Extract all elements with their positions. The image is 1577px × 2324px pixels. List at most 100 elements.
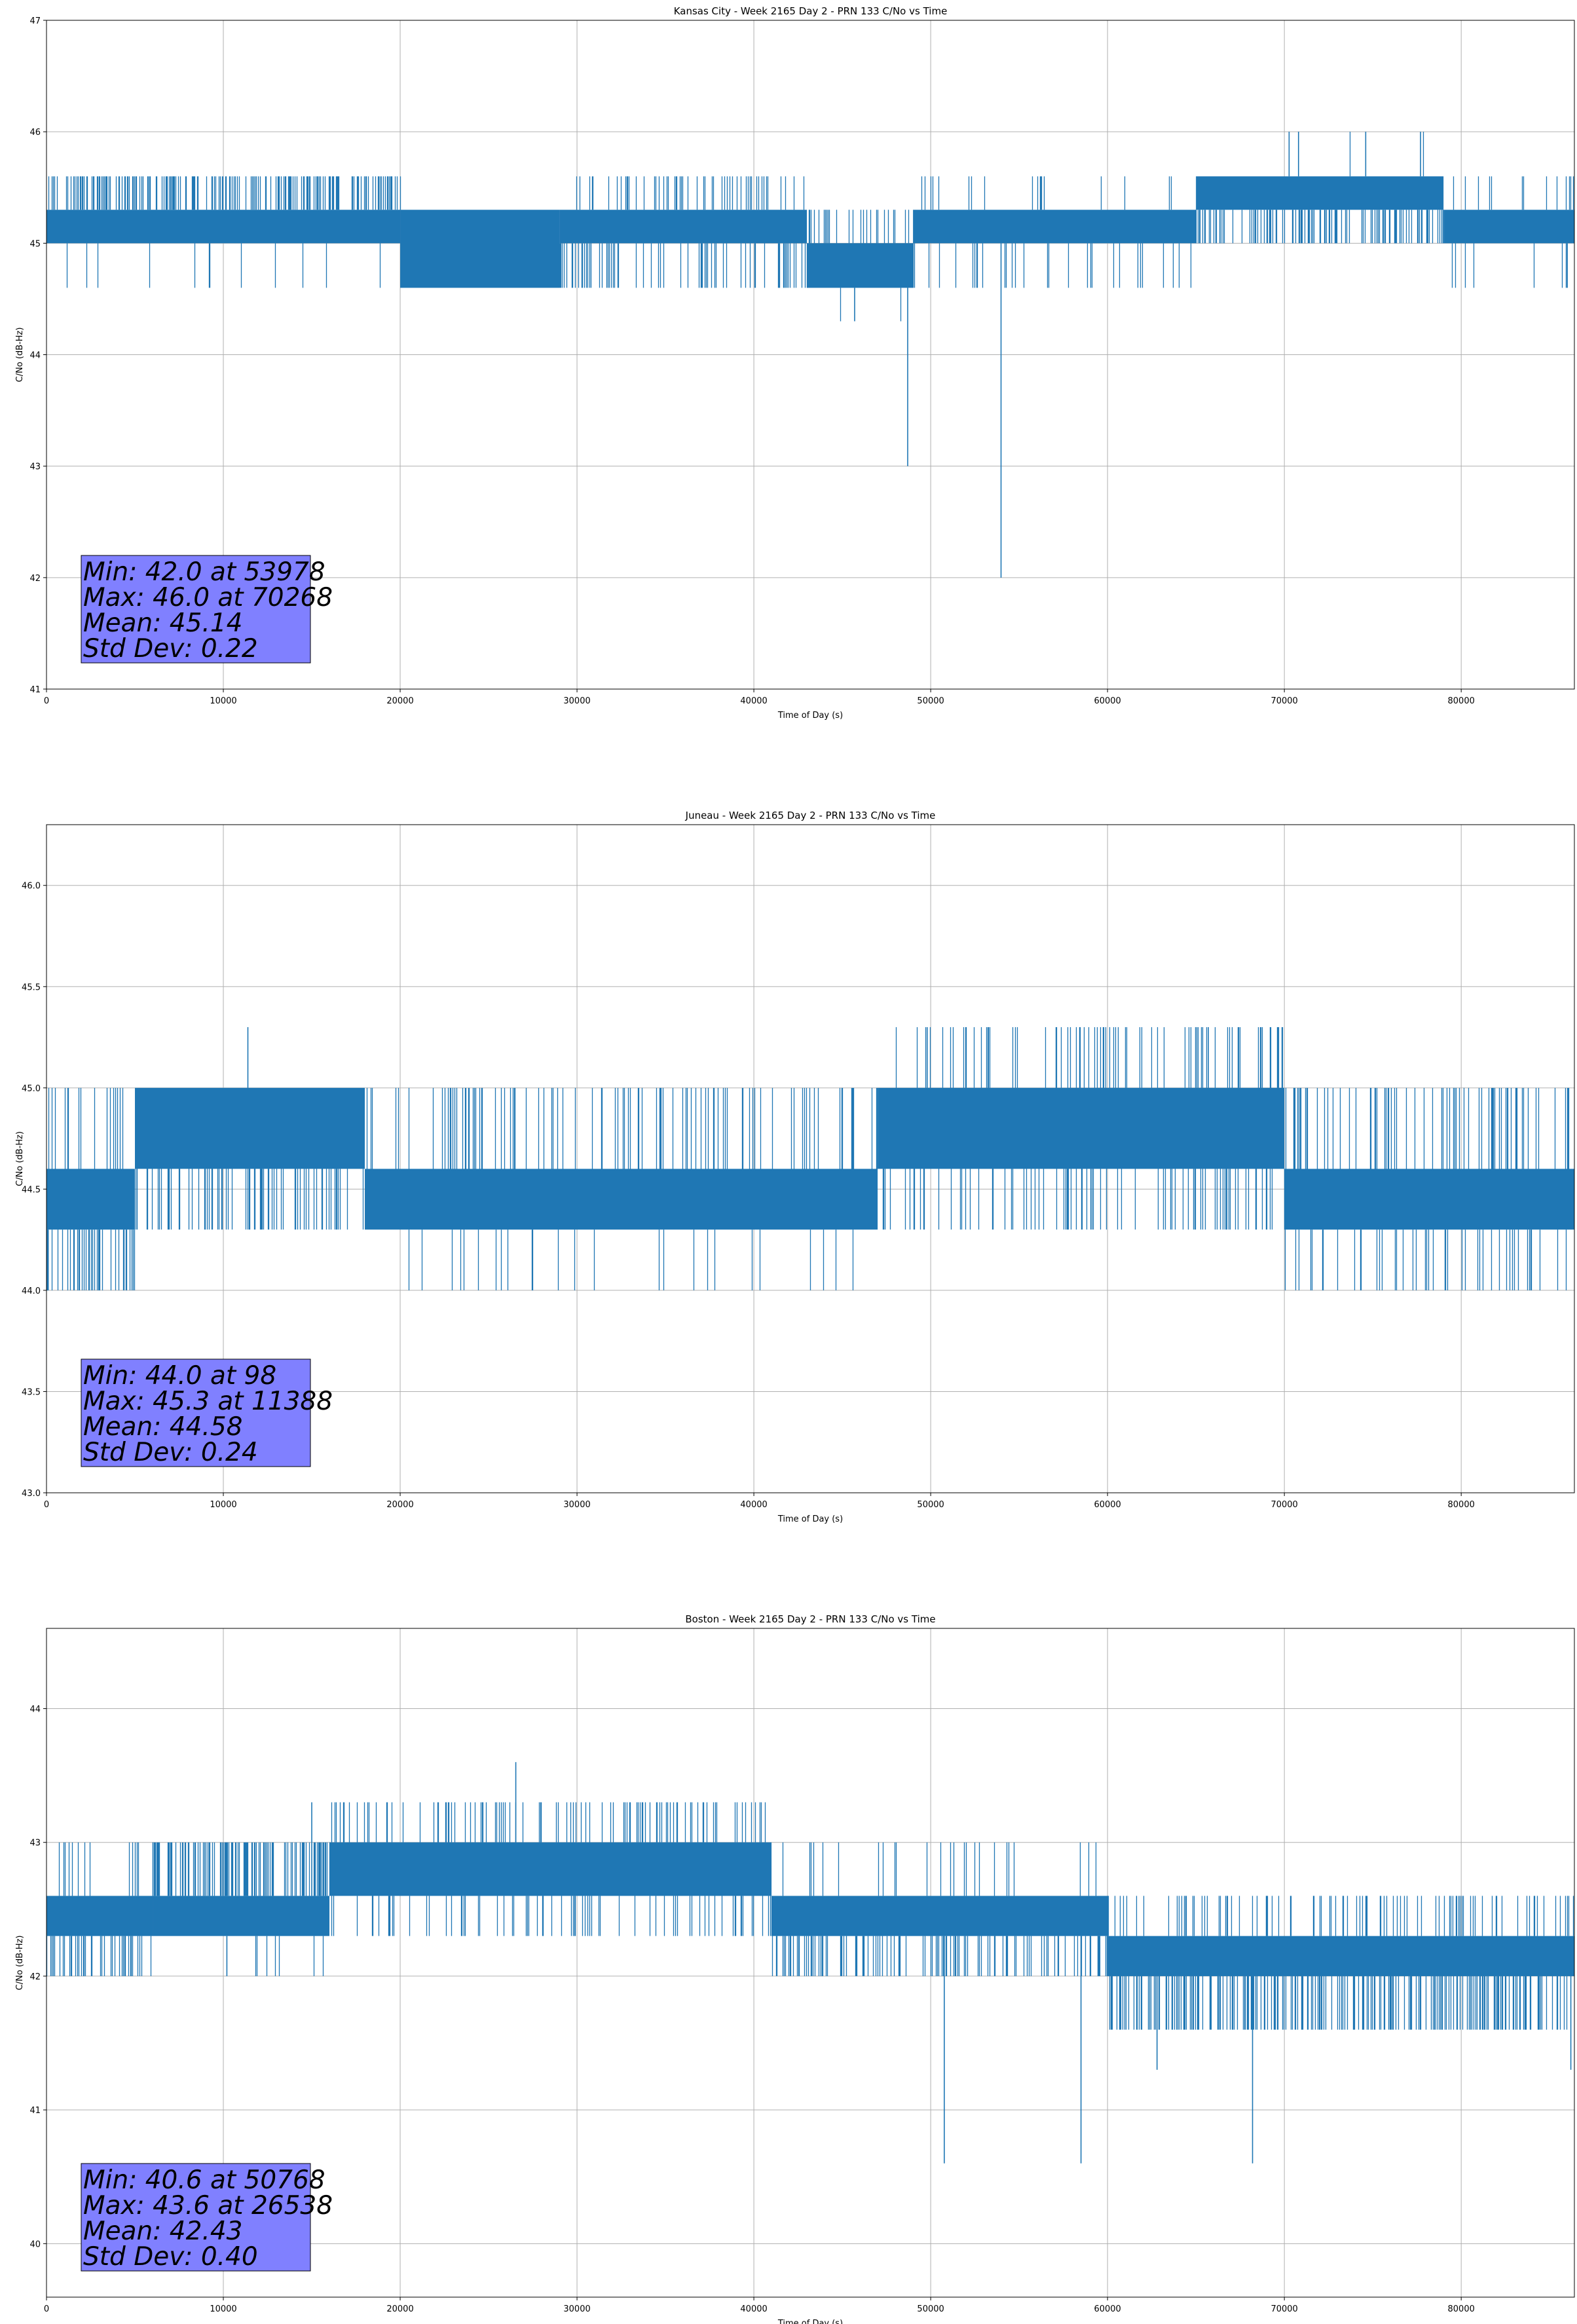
x-tick-label: 40000 (740, 2304, 767, 2314)
y-tick-label: 44.5 (22, 1185, 41, 1195)
data-band (1196, 176, 1444, 210)
x-axis-label: Time of Day (s) (777, 2319, 843, 2324)
x-tick-label: 0 (44, 1500, 49, 1510)
data-band (807, 243, 914, 288)
x-tick-label: 50000 (917, 1500, 944, 1510)
data-excursions (771, 1842, 1108, 1976)
data-band (878, 1087, 1285, 1169)
data-excursions (1284, 1087, 1570, 1290)
x-tick-label: 70000 (1271, 696, 1297, 706)
axes-frame (46, 1628, 1575, 2298)
data-excursions (152, 1842, 331, 1976)
x-tick-label: 10000 (210, 2304, 236, 2314)
x-tick-label: 80000 (1448, 2304, 1475, 2314)
x-axis-label: Time of Day (s) (777, 1514, 843, 1524)
y-tick-label: 40 (29, 2240, 41, 2249)
stats-max-text: Max: 45.3 at 11388 (83, 1387, 333, 1416)
data-band (329, 1842, 772, 1896)
data-band (400, 210, 560, 288)
x-tick-label: 50000 (917, 2304, 944, 2314)
y-axis-label: C/No (dB-Hz) (15, 1131, 25, 1186)
data-excursions (135, 1169, 364, 1230)
x-tick-label: 50000 (917, 696, 944, 706)
x-tick-label: 40000 (740, 696, 767, 706)
stats-max-text: Max: 43.6 at 26538 (83, 2191, 333, 2221)
x-tick-label: 30000 (563, 696, 590, 706)
data-band (1443, 210, 1574, 244)
data-band (46, 1169, 136, 1230)
axes-frame (46, 824, 1575, 1493)
data-band (1284, 1169, 1574, 1230)
x-tick-label: 30000 (563, 1500, 590, 1510)
y-tick-label: 42 (29, 1972, 41, 1982)
stats-mean-text: Mean: 45.14 (83, 609, 242, 638)
chart-title: Juneau - Week 2165 Day 2 - PRN 133 C/No … (685, 810, 936, 821)
y-tick-label: 46 (29, 128, 41, 138)
y-tick-label: 43 (29, 1839, 41, 1848)
data-excursions (912, 176, 1192, 288)
y-tick-label: 44.0 (22, 1286, 41, 1296)
x-tick-label: 60000 (1094, 696, 1121, 706)
x-tick-label: 20000 (386, 696, 413, 706)
x-tick-label: 10000 (210, 1500, 236, 1510)
x-tick-label: 60000 (1094, 1500, 1121, 1510)
data-band (771, 1896, 1108, 1936)
x-tick-label: 20000 (386, 1500, 413, 1510)
data-excursions (559, 176, 808, 288)
chart-title: Kansas City - Week 2165 Day 2 - PRN 133 … (674, 5, 948, 17)
subplot-3: 0 10000 20000 30000 40000 50000 60000 70000 8000… (15, 1613, 1575, 2324)
data-excursions (808, 210, 910, 322)
data-series (46, 1762, 1574, 2164)
y-tick-label: 41 (29, 685, 41, 695)
y-tick-label: 46.0 (22, 882, 41, 891)
data-series (46, 132, 1574, 578)
stats-mean-text: Mean: 42.43 (83, 2217, 242, 2246)
x-tick-label: 70000 (1271, 2304, 1297, 2314)
x-tick-label: 0 (44, 2304, 49, 2314)
y-tick-label: 43.5 (22, 1387, 41, 1397)
data-band (153, 1896, 330, 1936)
stats-std-text: Std Dev: 0.22 (83, 634, 258, 664)
x-tick-label: 40000 (740, 1500, 767, 1510)
y-tick-label: 45.0 (22, 1084, 41, 1094)
x-tick-label: 80000 (1448, 696, 1475, 706)
data-excursions (1451, 176, 1574, 288)
data-band (46, 210, 401, 244)
data-excursions (48, 176, 401, 288)
y-axis-label: C/No (dB-Hz) (15, 328, 25, 383)
y-tick-label: 43 (29, 462, 41, 472)
y-tick-label: 44 (29, 351, 41, 361)
y-tick-label: 45 (29, 239, 41, 249)
subplot-1: 0 10000 20000 30000 40000 50000 60000 70000 8000… (15, 5, 1575, 721)
x-tick-label: 0 (44, 696, 49, 706)
y-tick-label: 45.5 (22, 983, 41, 992)
x-tick-label: 30000 (563, 2304, 590, 2314)
stats-max-text: Max: 46.0 at 70268 (83, 583, 333, 612)
data-band (559, 210, 807, 244)
stats-std-text: Std Dev: 0.24 (83, 1438, 258, 1467)
x-tick-label: 20000 (386, 2304, 413, 2314)
data-excursions (366, 1087, 878, 1290)
x-tick-label: 70000 (1271, 1500, 1297, 1510)
y-tick-label: 44 (29, 1705, 41, 1715)
stats-box (81, 1359, 311, 1467)
stats-box (81, 555, 311, 664)
stats-min-text: Min: 40.6 at 50768 (83, 2165, 325, 2195)
data-band (46, 1896, 153, 1936)
data-band (913, 210, 1197, 244)
data-series (46, 1027, 1574, 1290)
subplot-2: 0 10000 20000 30000 40000 50000 60000 70000 8000… (15, 810, 1575, 1524)
data-excursions (882, 1027, 1286, 1230)
stats-box (81, 2163, 311, 2272)
y-tick-label: 41 (29, 2106, 41, 2116)
y-tick-label: 43.0 (22, 1489, 41, 1499)
stats-min-text: Min: 42.0 at 53978 (83, 557, 325, 587)
data-band (365, 1169, 878, 1230)
data-excursions (1195, 132, 1444, 244)
y-axis-label: C/No (dB-Hz) (15, 1936, 25, 1991)
stats-std-text: Std Dev: 0.40 (83, 2242, 258, 2272)
data-band (1107, 1936, 1574, 1976)
x-tick-label: 80000 (1448, 1500, 1475, 1510)
y-tick-label: 42 (29, 574, 41, 584)
